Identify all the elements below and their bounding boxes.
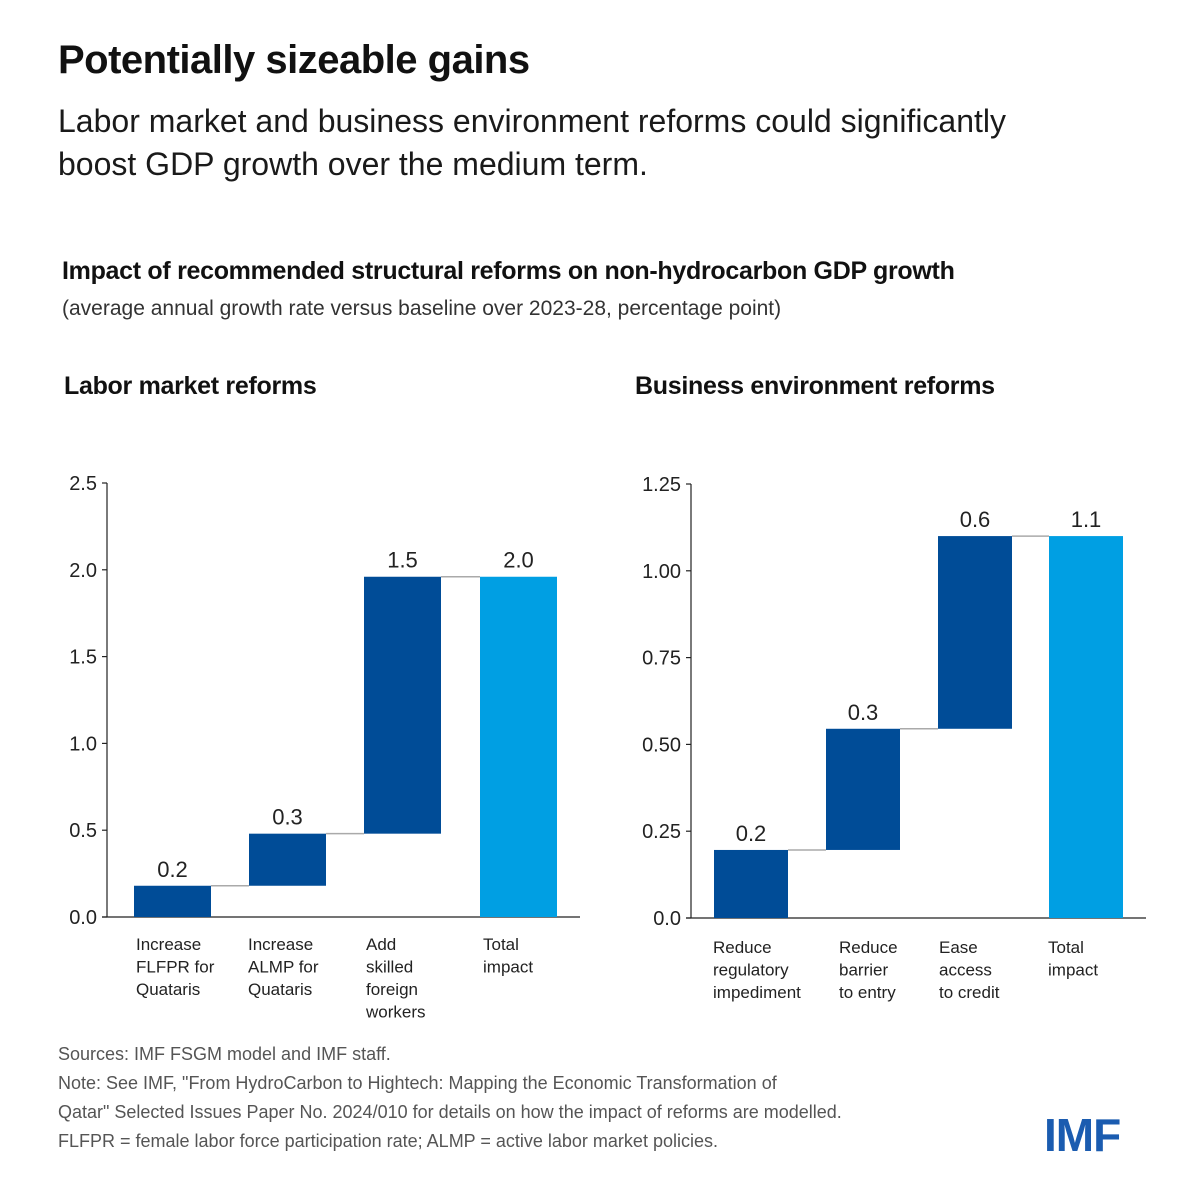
category-label: Ease access to credit <box>939 938 1000 1002</box>
increment-bar <box>826 728 900 850</box>
y-tick-label: 1.25 <box>642 474 681 496</box>
page-title: Potentially sizeable gains <box>58 38 530 82</box>
total-bar <box>480 576 557 917</box>
data-label: 0.2 <box>736 821 767 846</box>
footer-note-line2: Qatar" Selected Issues Paper No. 2024/01… <box>58 1102 842 1122</box>
increment-bar <box>134 885 211 917</box>
footer-sources: Sources: IMF FSGM model and IMF staff. <box>58 1044 391 1064</box>
data-label: 0.3 <box>272 805 303 830</box>
category-label: Reduce barrier to entry <box>839 938 898 1002</box>
increment-bar <box>714 849 788 918</box>
category-label: Reduce regulatory impediment <box>713 938 801 1002</box>
chart-business-environment: 0.0 0.25 0.50 0.75 1.00 1.25 0.2 0.3 0.6 1.1 Reduc… <box>642 474 1146 1002</box>
footer-abbreviations: FLFPR = female labor force participation… <box>58 1131 718 1151</box>
y-tick-label: 0.0 <box>653 908 681 930</box>
data-label: 1.5 <box>387 548 418 573</box>
y-tick-label: 0.5 <box>69 820 97 842</box>
data-label: 0.2 <box>157 857 188 882</box>
footer-notes: Sources: IMF FSGM model and IMF staff. N… <box>58 1040 1018 1156</box>
increment-bar <box>938 536 1012 729</box>
imf-logo: IMF <box>1044 1109 1121 1161</box>
chart-labor-market: 0.0 0.5 1.0 1.5 2.0 2.5 0.2 0.3 1.5 2.0 Increase FL… <box>69 473 580 1022</box>
data-label: 0.6 <box>960 507 991 532</box>
increment-bar <box>364 576 441 834</box>
y-tick-label: 1.00 <box>642 561 681 583</box>
y-tick-label: 2.5 <box>69 473 97 495</box>
figure-subtitle: (average annual growth rate versus basel… <box>62 297 782 320</box>
y-tick-label: 2.0 <box>69 560 97 582</box>
y-tick-label: 0.50 <box>642 734 681 756</box>
y-tick-label: 0.25 <box>642 821 681 843</box>
increment-bar <box>249 833 326 886</box>
page-subtitle: Labor market and business environment re… <box>58 103 1007 182</box>
panel-title-labor: Labor market reforms <box>64 372 317 400</box>
category-label: Increase ALMP for Quataris <box>248 935 319 999</box>
category-label: Add skilled foreign workers <box>365 935 426 1022</box>
footer-note-line1: Note: See IMF, "From HydroCarbon to High… <box>58 1073 777 1093</box>
panel-title-business: Business environment reforms <box>635 372 995 400</box>
figure-title: Impact of recommended structural reforms… <box>62 257 955 285</box>
category-label: Increase FLFPR for Quataris <box>136 935 215 999</box>
data-label: 2.0 <box>503 548 534 573</box>
category-label: Total impact <box>483 935 533 977</box>
data-label: 1.1 <box>1071 507 1102 532</box>
data-label: 0.3 <box>848 700 879 725</box>
y-tick-label: 0.75 <box>642 648 681 670</box>
category-label: Total impact <box>1048 938 1098 980</box>
y-tick-label: 1.5 <box>69 647 97 669</box>
y-tick-label: 1.0 <box>69 733 97 755</box>
y-tick-label: 0.0 <box>69 907 97 929</box>
total-bar <box>1049 536 1123 918</box>
